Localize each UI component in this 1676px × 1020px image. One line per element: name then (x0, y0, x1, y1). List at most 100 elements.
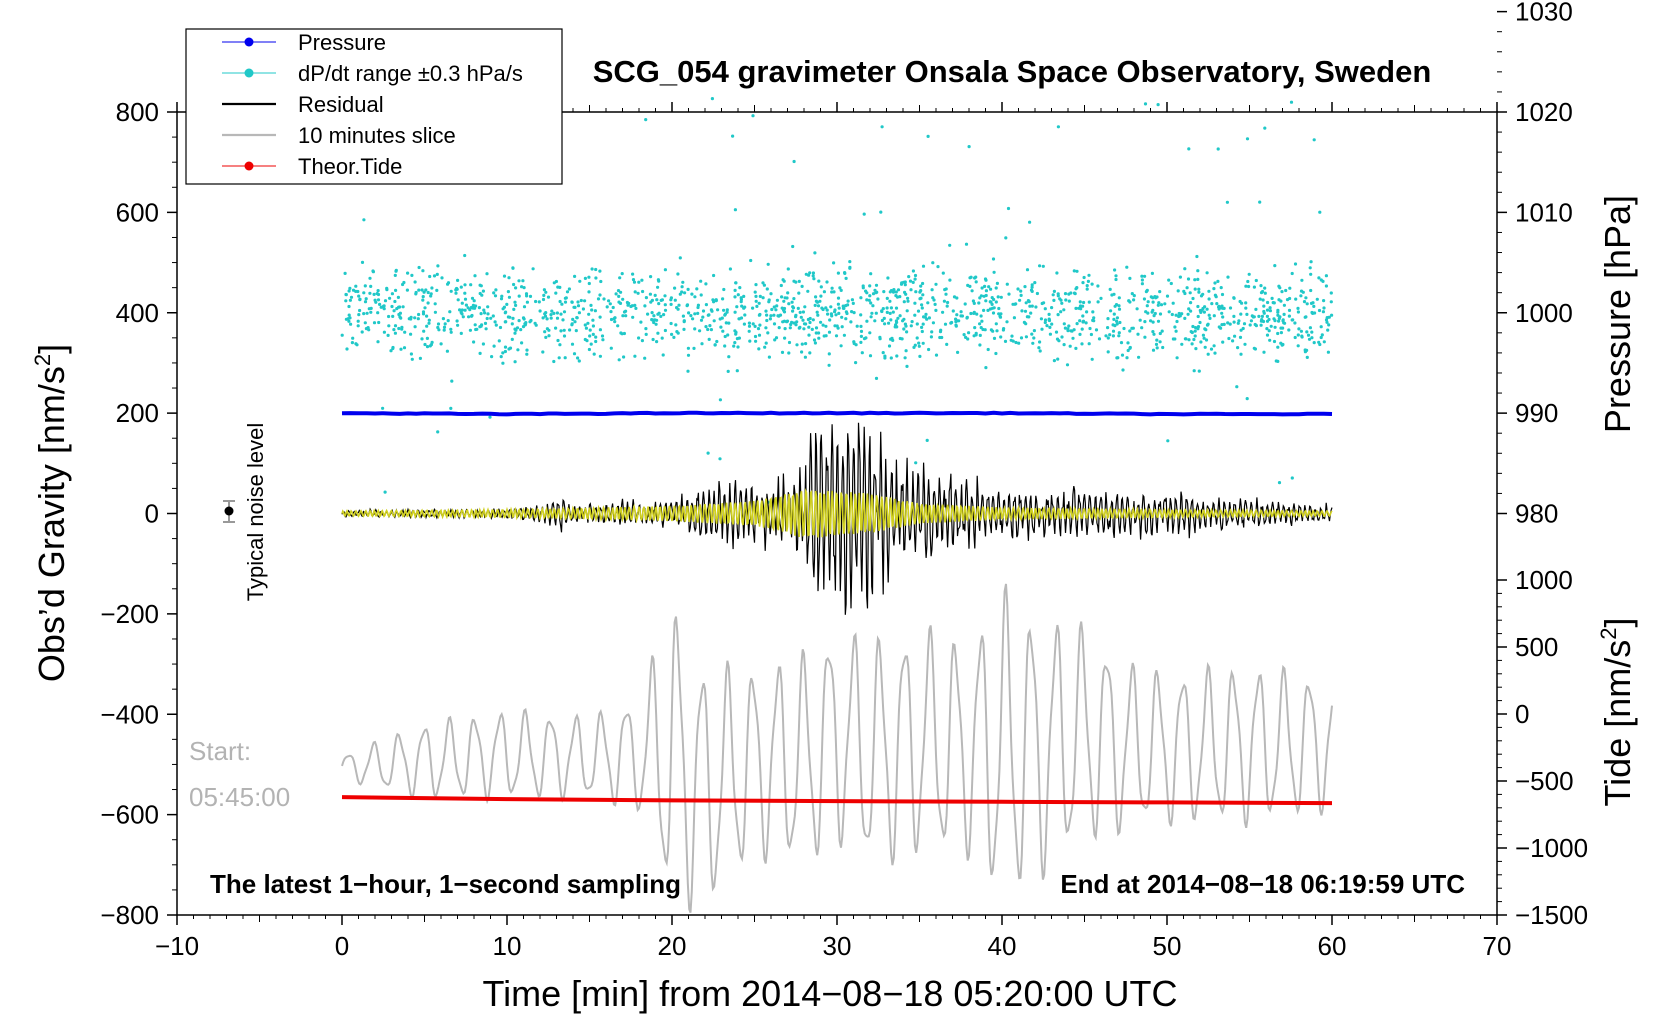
dpdt-point (654, 322, 658, 326)
dpdt-point (944, 292, 948, 296)
dpdt-point (363, 300, 368, 304)
dpdt-point (512, 307, 516, 311)
dpdt-point (655, 340, 659, 344)
dpdt-point (871, 304, 875, 308)
dpdt-point (755, 304, 759, 308)
dpdt-point (724, 321, 728, 325)
dpdt-point (876, 297, 880, 301)
dpdt-point (436, 264, 440, 268)
dpdt-point (1140, 274, 1144, 278)
dpdt-point (1209, 347, 1214, 351)
dpdt-point (368, 291, 372, 295)
dpdt-point (1180, 342, 1184, 346)
dpdt-point (378, 302, 382, 306)
dpdt-point (1197, 290, 1201, 294)
dpdt-point (1293, 321, 1297, 325)
dpdt-point (933, 302, 937, 306)
dpdt-point (407, 317, 411, 321)
dpdt-point (1087, 273, 1091, 277)
dpdt-point (583, 337, 587, 342)
dpdt-point (696, 305, 700, 310)
dpdt-point (640, 339, 645, 343)
dpdt-point (425, 314, 429, 318)
dpdt-point (734, 281, 738, 285)
dpdt-point (583, 323, 587, 327)
dpdt-point (997, 306, 1001, 311)
dpdt-point (1040, 327, 1044, 331)
dpdt-point (1011, 302, 1015, 306)
dpdt-point (409, 352, 413, 356)
dpdt-point (948, 278, 952, 282)
dpdt-point (721, 297, 725, 301)
legend-swatch-marker (244, 37, 254, 47)
dpdt-point (915, 322, 919, 326)
dpdt-point (1279, 326, 1283, 330)
dpdt-point (919, 296, 923, 300)
dpdt-point (1228, 306, 1233, 310)
dpdt-point (644, 332, 648, 336)
dpdt-point (1014, 302, 1018, 306)
dpdt-point (541, 297, 546, 302)
dpdt-point (1007, 292, 1011, 296)
dpdt-point (766, 331, 770, 335)
dpdt-point (1067, 299, 1071, 303)
dpdt-point (590, 308, 594, 312)
dpdt-point (562, 310, 567, 314)
dpdt-point (1074, 306, 1078, 310)
dpdt-point (865, 298, 869, 302)
dpdt-point (767, 355, 772, 359)
left-tick-label: 800 (116, 97, 159, 127)
dpdt-point (559, 312, 563, 316)
dpdt-point (514, 303, 518, 307)
dpdt-point (381, 406, 385, 410)
dpdt-point (1167, 278, 1171, 282)
dpdt-point (969, 275, 973, 279)
dpdt-point (678, 256, 682, 260)
dpdt-point (699, 293, 703, 297)
dpdt-point (624, 314, 628, 318)
dpdt-point (511, 266, 515, 270)
dpdt-point (799, 315, 803, 319)
dpdt-point (560, 302, 564, 306)
dpdt-point (839, 344, 843, 348)
dpdt-point (479, 284, 483, 288)
dpdt-point (1156, 319, 1161, 323)
dpdt-point (812, 277, 816, 281)
dpdt-point (1273, 264, 1277, 268)
dpdt-point (954, 317, 958, 321)
dpdt-point (972, 334, 976, 338)
dpdt-point (1121, 368, 1125, 372)
dpdt-point (1277, 319, 1281, 323)
dpdt-point (491, 314, 495, 318)
dpdt-point (813, 303, 817, 307)
dpdt-point (931, 261, 935, 265)
dpdt-point (963, 302, 967, 306)
dpdt-point (686, 346, 691, 350)
dpdt-point (984, 278, 988, 282)
dpdt-point (1258, 200, 1262, 204)
dpdt-point (1198, 320, 1202, 325)
dpdt-point (916, 309, 921, 313)
dpdt-point (1207, 289, 1211, 293)
dpdt-point (840, 315, 844, 319)
dpdt-point (978, 322, 982, 326)
tide-axis-title-sup: 2 (1596, 628, 1621, 640)
dpdt-point (1261, 319, 1266, 324)
dpdt-point (859, 324, 863, 328)
dpdt-point (1225, 200, 1229, 204)
dpdt-point (1086, 279, 1090, 283)
dpdt-point (570, 300, 574, 304)
dpdt-point (502, 274, 507, 278)
dpdt-point (1111, 334, 1115, 338)
dpdt-point (1322, 299, 1326, 303)
dpdt-point (1284, 288, 1288, 293)
dpdt-point (973, 326, 977, 330)
dpdt-point (357, 294, 361, 298)
dpdt-point (611, 305, 615, 310)
dpdt-point (1038, 340, 1042, 344)
dpdt-point (790, 320, 794, 324)
dpdt-point (1023, 309, 1028, 313)
dpdt-point (559, 329, 563, 333)
legend-label: 10 minutes slice (298, 123, 456, 148)
slice-layer (341, 583, 1333, 913)
